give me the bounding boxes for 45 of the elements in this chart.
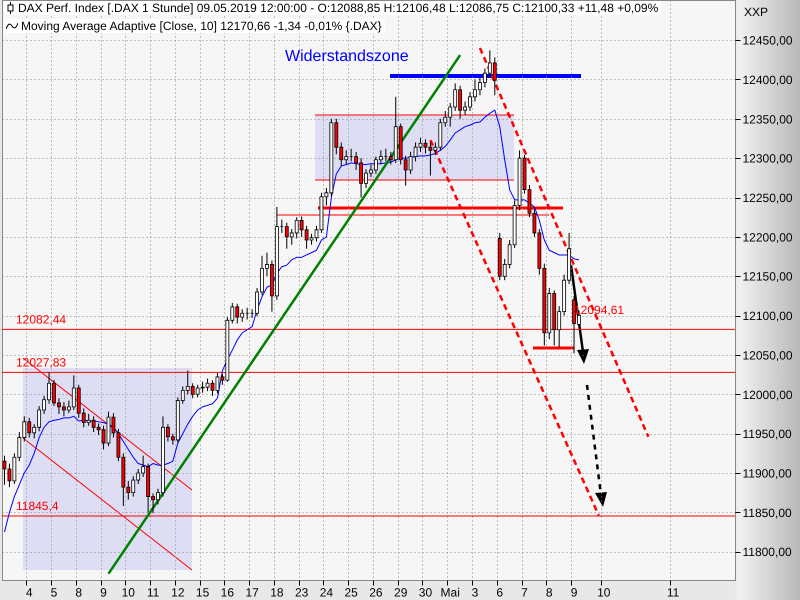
x-tick-label: 10: [122, 586, 136, 600]
x-tick-label: 12: [171, 586, 185, 600]
text: XXP: [744, 5, 768, 19]
x-tick-label: 29: [394, 586, 408, 600]
y-tick-label: 11800,00: [742, 545, 792, 560]
x-tick-label: 9: [100, 586, 108, 600]
x-tick-label: 25: [344, 586, 358, 600]
y-tick-label: 12250,00: [742, 191, 793, 206]
x-tick-label: 10: [597, 586, 611, 600]
y-tick-label: 12450,00: [742, 34, 793, 48]
y-tick-label: 12200,00: [742, 230, 793, 244]
y-tick-label: 12400,00: [742, 72, 793, 87]
x-tick-label: 7: [521, 586, 528, 600]
y-tick-label: 12150,00: [742, 270, 793, 284]
x-tick-label: 4: [26, 586, 33, 600]
x-tick-label: 15: [196, 586, 210, 600]
x-tick-label: 11: [666, 586, 680, 600]
x-tick-label: 23: [294, 586, 309, 600]
x-tick-label: 8: [546, 586, 553, 600]
x-tick-label: 18: [270, 586, 284, 600]
y-tick-label: 12050,00: [742, 348, 793, 362]
x-tick-label: 16: [220, 586, 234, 600]
y-tick-label: 12100,00: [742, 309, 793, 324]
ref-line-label: 11845,4: [16, 498, 59, 513]
x-tick-label: 11: [146, 586, 160, 600]
x-tick-label: 24: [320, 586, 334, 600]
x-tick-label: 8: [75, 586, 82, 600]
x-tick-label: 9: [570, 586, 578, 600]
y-tick-label: 12300,00: [742, 152, 793, 166]
annotation: Widerstandszone: [285, 48, 409, 65]
x-tick-label: 6: [496, 586, 504, 600]
y-tick-label: 11950,00: [742, 427, 792, 442]
x-tick-label: 5: [50, 586, 58, 600]
x-tick-label: 26: [369, 586, 383, 600]
x-tick-label: Mai: [440, 586, 460, 600]
x-tick-label: 17: [245, 586, 260, 600]
y-tick-label: 12000,00: [742, 388, 793, 402]
y-tick-label: 12350,00: [742, 112, 793, 126]
ref-line-label: 12082,44: [16, 312, 66, 326]
y-tick-label: 11850,00: [742, 506, 792, 520]
x-tick-label: 30: [418, 586, 432, 600]
text: Moving Average Adaptive [Close, 10] 12170,66 -1,34 -0,01% {.DAX}: [21, 19, 382, 33]
x-tick-label: 3: [472, 586, 479, 600]
chart-title: DAX Perf. Index [.DAX 1 Stunde] 09.05.2019 12:00:00 - O:12088,85 H:12106,48 L:12086,75 C:12100,33 +11,48 +0,09%: [18, 1, 658, 15]
y-tick-label: 11900,00: [742, 466, 792, 480]
